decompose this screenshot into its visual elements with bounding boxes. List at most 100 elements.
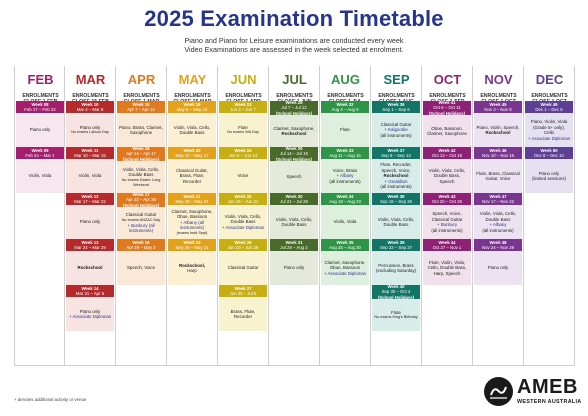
instrument-line: Violin, Viola, Cello, [479,211,517,216]
week-header: Week 23 Jun 3 – Jun 7 [219,101,267,113]
week-number: Week 41 [438,100,456,106]
enrolment-label: ENROLMENTS [72,93,109,99]
week-dates: Sep 1 – Sep 6 [382,107,410,112]
instrument-line: Speech, Voice, [381,167,411,173]
week-header: Week 19 May 5 – May 10 [168,101,216,113]
footnote: + denotes additional activity or venue [14,397,87,402]
week-instruments: Violin, Viola, Cello, Double Bass + Albany… [474,205,522,239]
month-name: JUN [230,72,257,87]
week-header: Week 42 Oct 13 – Oct 18 [423,147,471,159]
instrument-line: Violin, Viola [78,173,102,179]
week-header: Week 28 Jul 7 – Jul 12 (School Holidays) [270,100,318,116]
instrument-line: Piano only [283,265,305,271]
enrolment-label: ENROLMENTS [378,93,415,99]
instrument-line: Classical Guitar [431,216,463,222]
instrument-line: Double Bass [230,219,256,225]
week-dates: Sep 8 – Sep 13 [381,153,411,158]
week-dates: Mar 31 – Apr 5 [75,291,105,296]
week-dates: Aug 4 – Aug 9 [331,107,359,112]
instrument-line: Speech, Voice [126,265,156,271]
week-number: Week 31 [285,239,303,245]
instrument-line: Piano, Violin, Speech, [476,124,520,130]
enrolment-label: ENROLMENTS [480,93,517,99]
week-header: Week 47 Nov 17 – Nov 22 [474,193,522,205]
instrument-line: Recorder [233,314,253,319]
instrument-line: Double Bass [383,222,409,227]
instrument-line: (all instruments) [431,227,463,233]
week-dates: Dec 1 – Dec 6 [535,107,563,112]
week-header: Week 34 Aug 18 – Aug 23 [321,193,369,205]
week-number: Week 43 [438,193,456,199]
week-dates: Jul 7 – Jul 12 [281,105,307,111]
instrument-line: Rockschool [383,173,409,179]
week-instruments: Speech, Voice [117,251,165,285]
week-number: Week 45 [489,101,507,107]
enrolment-label: ENROLMENTS [123,93,160,99]
month-name: DEC [535,72,564,87]
instrument-line: Piano only [79,124,101,130]
week-number: Week 15 [132,101,150,107]
instrument-line: (all instruments) [380,184,412,190]
week-dates: Mar 17 – Mar 22 [74,199,106,204]
enrolment-label: ENROLMENTS [276,93,313,99]
subtitle-line: Video Examinations are assessed in the w… [184,45,404,54]
week-instruments: Piano only + Associate Diplomas [66,297,114,331]
week-instruments: Speech, Voice, Classical Guitar + Bunbury(… [423,205,471,239]
week-note: (School Holidays) [428,110,466,116]
week-dates: May 12 – May 17 [175,153,209,158]
week-number: Week 14 [81,285,99,291]
week-dates: Jun 30 – Jul 5 [229,291,257,296]
month-name: APR [127,72,156,87]
week-instruments: Classical Guitar [219,251,267,285]
instrument-line: Violin, Viola, Cello, [275,216,313,222]
week-number: Week 28 [285,100,303,106]
week-number: Week 50 [540,147,558,153]
instrument-line: Oboe, Bassoon [329,265,361,271]
week-header: Week 20 May 12 – May 17 [168,147,216,159]
week-instruments: Oboe, Bassoon, Clarinet, Saxophone [423,115,471,147]
week-dates: Feb 17 – Feb 22 [24,107,56,112]
week-header: Week 13 Mar 24 – Mar 29 [66,239,114,251]
instrument-line: No exams King's Birthday [374,315,418,320]
week-instruments: Piano only [16,113,64,147]
instrument-line: Flute, Recorder, [380,162,412,168]
week-dates: Nov 24 – Nov 29 [481,245,514,250]
month-name: MAY [178,72,207,87]
instrument-line: + Associate Diplomas [68,314,112,319]
week-number: Week 19 [183,101,201,107]
week-number: Week 24 [234,147,252,153]
instrument-line: Flute [391,309,401,315]
instrument-line: Classical Guitar [227,265,259,271]
week-number: Week 11 [81,147,99,153]
week-header: Week 43 Oct 20 – Oct 25 [423,193,471,205]
instrument-line: Classical Guitar, [176,167,208,173]
week-header: Week 21 May 19 – May 24 [168,193,216,205]
week-number: Week 47 [489,193,507,199]
week-instruments: Flute, Brass, Classical Guitar, Voice [474,159,522,193]
week-number: Week 46 [489,147,507,153]
week-dates: Oct 6 – Oct 11 [433,105,461,111]
page-title: 2025 Examination Timetable [144,6,444,31]
week-dates: Jul 21 – Jul 26 [280,199,308,204]
instrument-line: Rockschool, [178,262,206,268]
week-note: (School Holidays) [377,294,415,300]
instrument-line: Oboe, Bassoon, [431,125,463,131]
week-number: Week 16 [132,146,150,152]
week-number: Week 27 [234,285,252,291]
week-instruments: Piano, Violin, Viola (Grade 5+ only), Cell… [525,113,573,147]
week-header: Week 50 Dec 8 – Dec 10 [525,147,573,159]
instrument-line: Voice [237,173,249,179]
instrument-line: Rockschool [77,265,103,271]
week-instruments: Clarinet, Saxophone, Oboe, Bassoon + Alban… [168,205,216,239]
week-instruments: Classical Guitar, Brass, Flute, Recorder [168,159,216,193]
instrument-line: Double Bass [281,222,307,227]
instrument-line: Recorder [182,178,202,184]
ameb-emblem-icon [484,377,513,406]
enrolment-label: ENROLMENTS [327,93,364,99]
instrument-line: + Associate Diplomas [323,270,367,276]
week-header: Week 15 Apr 7 – Apr 12 [117,101,165,113]
instrument-line: Clarinet, Saxophone, [324,259,366,265]
week-header: Week 44 Oct 27 – Nov 1 [423,239,471,251]
week-number: Week 30 [285,193,303,199]
